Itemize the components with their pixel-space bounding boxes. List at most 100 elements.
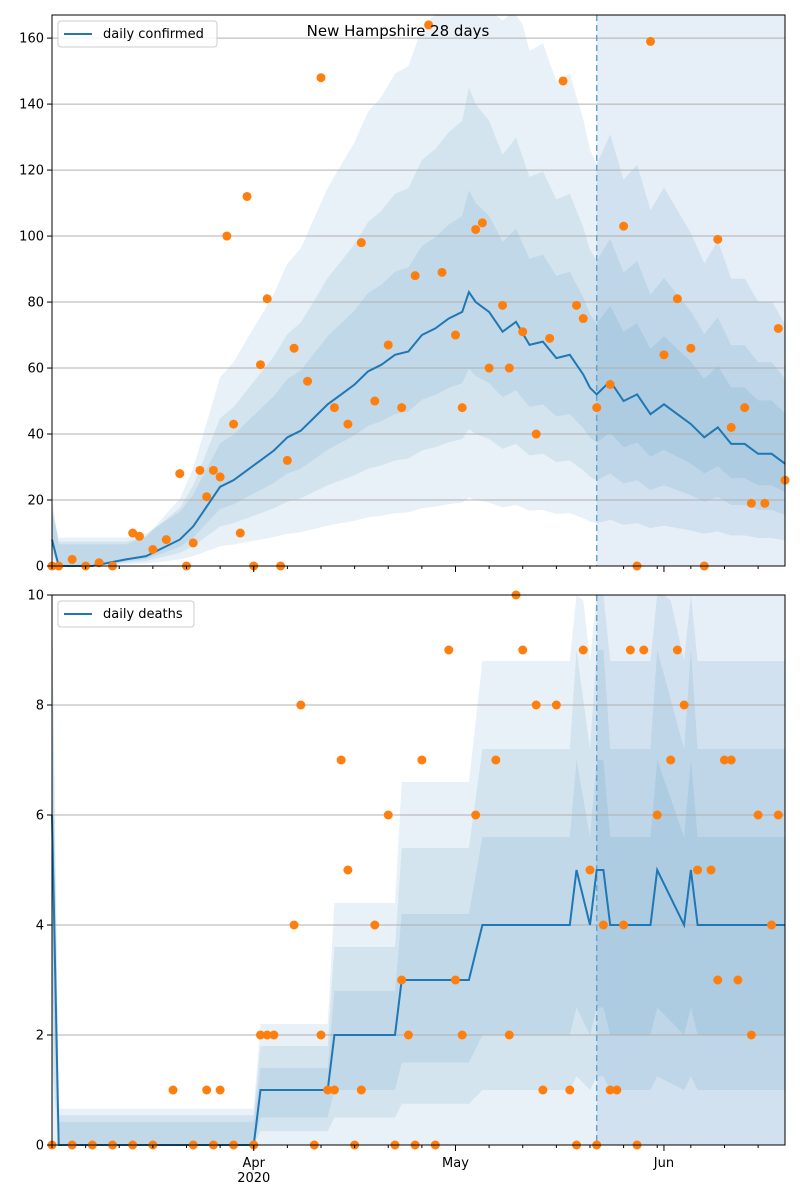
observed-point xyxy=(329,403,339,413)
y-tick-label: 6 xyxy=(36,809,44,824)
x-tick-label: May xyxy=(442,1156,469,1171)
legend: daily confirmed xyxy=(57,20,218,48)
observed-point xyxy=(760,498,770,508)
legend: daily deaths xyxy=(57,600,195,628)
y-tick-label: 0 xyxy=(36,1139,44,1154)
observed-point xyxy=(693,865,703,875)
observed-point xyxy=(134,531,144,541)
observed-point xyxy=(269,1030,279,1040)
deaths-line xyxy=(51,814,785,1146)
observed-point xyxy=(491,755,501,765)
y-tick-label: 80 xyxy=(27,296,44,311)
uncertainty-band xyxy=(52,87,785,567)
observed-point xyxy=(666,755,676,765)
deaths-panel: 0 2 4 6 8 10 daily deaths xyxy=(27,589,786,1154)
y-tick-label: 140 xyxy=(19,98,44,113)
observed-point xyxy=(188,538,198,548)
observed-point xyxy=(316,73,326,83)
observed-point xyxy=(531,429,541,439)
observed-point xyxy=(161,535,171,545)
legend-box xyxy=(57,20,218,48)
legend-label: daily confirmed xyxy=(103,27,204,42)
observed-point xyxy=(565,1085,575,1095)
observed-point xyxy=(424,20,434,30)
confirmed-line xyxy=(51,289,786,567)
confirmed-observed-points xyxy=(47,20,790,571)
observed-point xyxy=(370,396,380,406)
observed-point xyxy=(471,224,481,234)
observed-point xyxy=(262,1030,272,1040)
observed-point xyxy=(457,403,467,413)
observed-point xyxy=(303,376,313,386)
observed-point xyxy=(168,1085,178,1095)
confirmed-panel: 0 20 40 60 80 100 120 140 160 New Hampshire 28 d… xyxy=(19,14,790,575)
observed-point xyxy=(592,403,602,413)
plot-frame xyxy=(51,14,786,567)
observed-point xyxy=(397,975,407,985)
observed-point xyxy=(746,498,756,508)
observed-point xyxy=(484,363,494,373)
x-axis-ticks xyxy=(51,1145,759,1151)
y-tick-label: 8 xyxy=(36,699,44,714)
observed-point xyxy=(605,380,615,390)
x-axis-labels: Apr 2020 May Jun xyxy=(237,1156,674,1186)
observed-point xyxy=(672,294,682,304)
y-tick-label: 100 xyxy=(19,230,44,245)
observed-point xyxy=(672,645,682,655)
observed-point xyxy=(457,1030,467,1040)
observed-point xyxy=(713,975,723,985)
y-axis-ticks: 0 2 4 6 8 10 xyxy=(27,589,52,1154)
observed-point xyxy=(383,810,393,820)
observed-point xyxy=(148,545,158,555)
forecast-region xyxy=(596,15,785,566)
observed-point xyxy=(383,340,393,350)
observed-point xyxy=(598,920,608,930)
y-tick-label: 120 xyxy=(19,164,44,179)
observed-point xyxy=(222,231,232,241)
observed-point xyxy=(242,191,252,201)
observed-point xyxy=(578,314,588,324)
observed-point xyxy=(477,218,487,228)
observed-point xyxy=(578,645,588,655)
observed-point xyxy=(612,1085,622,1095)
observed-point xyxy=(316,1030,326,1040)
y-tick-label: 60 xyxy=(27,362,44,377)
observed-point xyxy=(128,528,138,538)
observed-point xyxy=(94,558,104,568)
observed-point xyxy=(289,343,299,353)
observed-point xyxy=(262,294,272,304)
observed-point xyxy=(646,36,656,46)
uncertainty-band xyxy=(52,595,785,1145)
observed-point xyxy=(740,403,750,413)
x-tick-label: Jun xyxy=(653,1156,674,1171)
observed-point xyxy=(605,1085,615,1095)
y-tick-label: 10 xyxy=(27,589,44,604)
observed-point xyxy=(773,323,783,333)
observed-point xyxy=(619,920,629,930)
y-gridlines xyxy=(52,37,785,501)
observed-point xyxy=(686,343,696,353)
observed-point xyxy=(343,419,353,429)
plot-frame xyxy=(51,594,786,1146)
observed-point xyxy=(397,403,407,413)
observed-point xyxy=(175,469,185,479)
x-tick-label: Apr xyxy=(242,1156,265,1171)
observed-point xyxy=(356,1085,366,1095)
observed-point xyxy=(746,1030,756,1040)
observed-point xyxy=(498,300,508,310)
observed-point xyxy=(336,755,346,765)
observed-point xyxy=(753,810,763,820)
y-tick-label: 40 xyxy=(27,428,44,443)
observed-point xyxy=(255,1030,265,1040)
uncertainty-band xyxy=(52,190,785,566)
observed-point xyxy=(329,1085,339,1095)
observed-point xyxy=(619,221,629,231)
uncertainty-bands xyxy=(52,595,785,1145)
observed-point xyxy=(417,755,427,765)
observed-point xyxy=(296,700,306,710)
observed-point xyxy=(282,455,292,465)
observed-point xyxy=(625,645,635,655)
observed-point xyxy=(471,810,481,820)
observed-point xyxy=(215,1085,225,1095)
